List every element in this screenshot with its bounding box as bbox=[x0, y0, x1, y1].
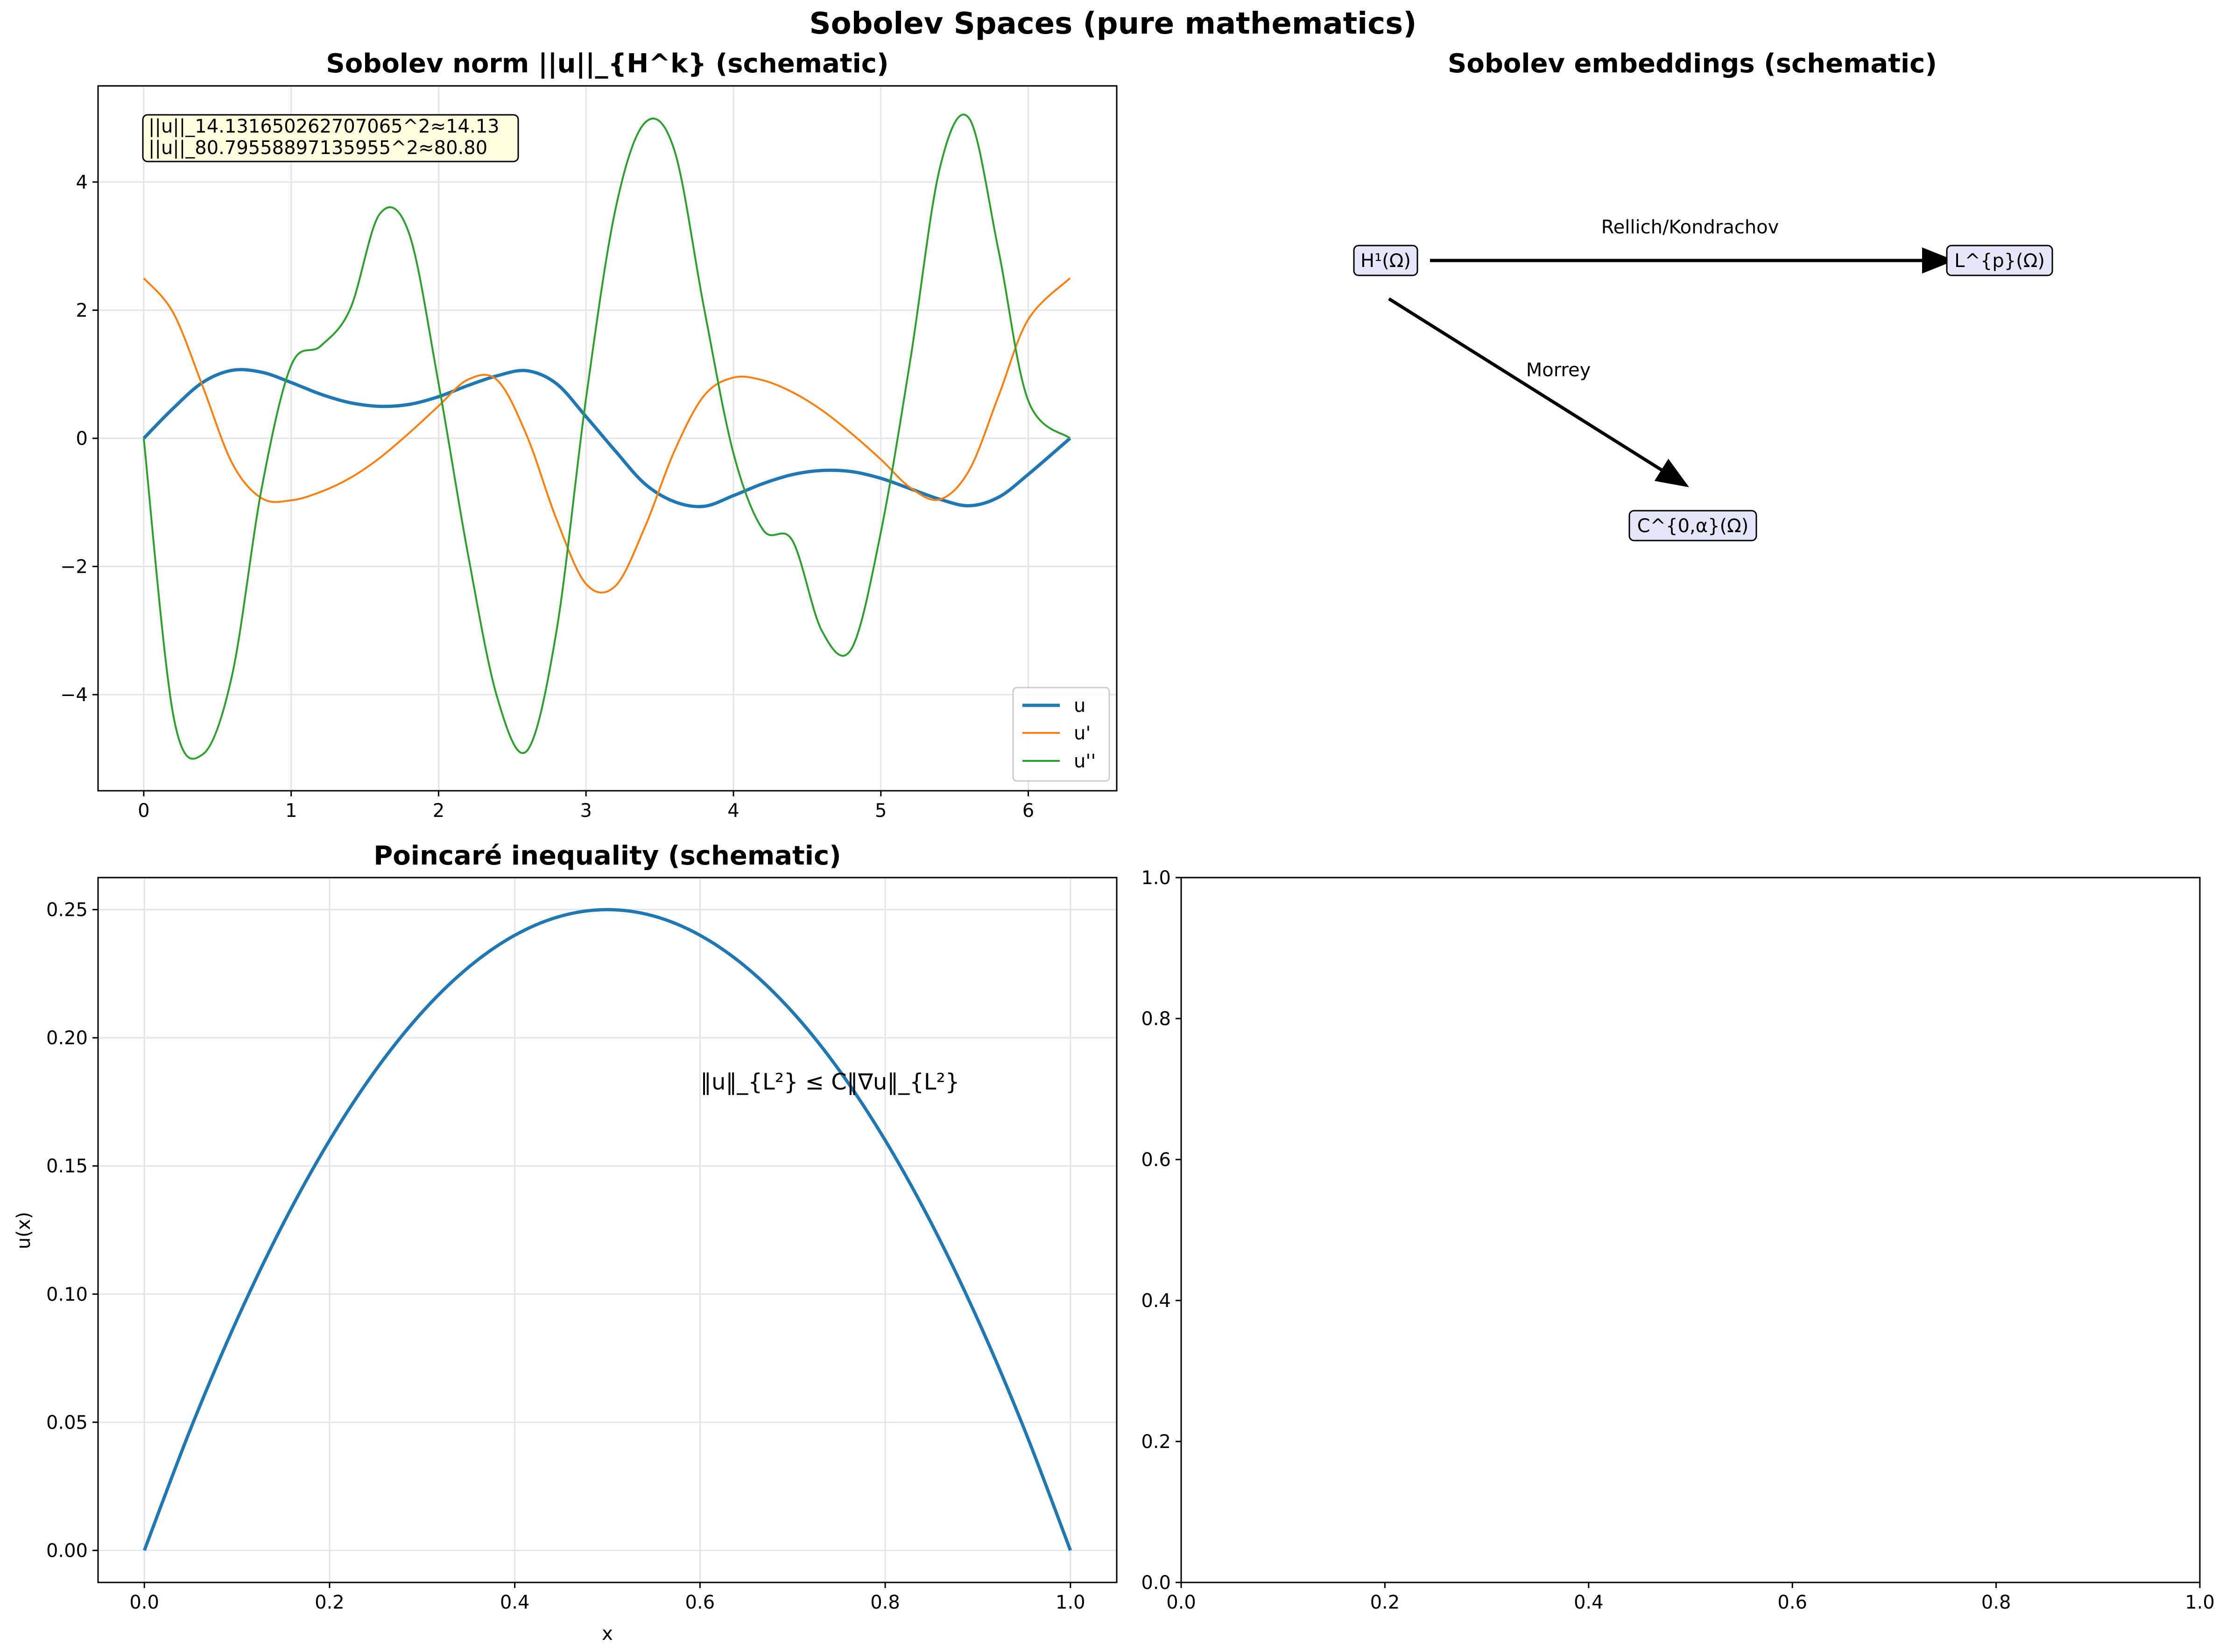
x-tick-label: 0.8 bbox=[1981, 1592, 2011, 1613]
sobolev-norm-panel: Sobolev norm ||u||_{H^k} (schematic) 0 1 2… bbox=[60, 49, 1118, 822]
x-tick-label: 4 bbox=[727, 800, 739, 822]
norm-annotation: ||u||_14.131650262707065^2≈14.13 ||u||_8… bbox=[142, 114, 519, 162]
x-tick-label: 0.6 bbox=[1777, 1592, 1807, 1613]
y-tick-label: 0 bbox=[76, 428, 88, 450]
x-tick-label: 0 bbox=[138, 800, 149, 822]
x-tick-label: 6 bbox=[1022, 800, 1034, 822]
sobolev-norm-title: Sobolev norm ||u||_{H^k} (schematic) bbox=[326, 49, 888, 79]
y-tick-label: 0.4 bbox=[1141, 1290, 1171, 1312]
node-h1-label: H¹(Ω) bbox=[1360, 250, 1411, 272]
empty-panel: 0.0 0.2 0.4 0.6 0.8 1.0 0.0 0.2 0.4 0.6 0.8 1.0 bbox=[1141, 867, 2214, 1613]
node-c0a-box bbox=[1628, 510, 1757, 541]
x-tick-label: 3 bbox=[580, 800, 592, 822]
legend-frame bbox=[1012, 687, 1110, 782]
x-tick-label: 0.4 bbox=[500, 1592, 530, 1613]
sobolev-embeddings-panel: Sobolev embeddings (schematic) Rellich/K… bbox=[1353, 49, 2053, 541]
poincare-ylabel: u(x) bbox=[13, 1212, 35, 1249]
node-c0a-label: C^{0,α}(Ω) bbox=[1637, 515, 1749, 537]
y-tick-label: 0.05 bbox=[46, 1412, 88, 1434]
y-tick-label: 0.20 bbox=[46, 1027, 88, 1049]
norm-annotation-box bbox=[142, 114, 519, 162]
y-tick-label: 0.25 bbox=[46, 900, 88, 921]
legend-ddu-label: u'' bbox=[1074, 751, 1096, 772]
poincare-annotation: ‖u‖_{L²} ≤ C‖∇u‖_{L²} bbox=[700, 1069, 959, 1095]
y-tick-label: −4 bbox=[60, 684, 88, 706]
y-tick-label: 0.15 bbox=[46, 1156, 88, 1177]
poincare-grid bbox=[98, 878, 1117, 1582]
y-tick-label: −2 bbox=[60, 556, 88, 578]
x-tick-label: 0.8 bbox=[870, 1592, 900, 1613]
x-tick-label: 0.2 bbox=[315, 1592, 345, 1613]
sobolev-norm-legend: u u' u'' bbox=[1012, 687, 1110, 782]
x-tick-label: 1 bbox=[285, 800, 297, 822]
empty-axes-frame bbox=[1180, 877, 2201, 1583]
poincare-axes-frame bbox=[97, 877, 1118, 1583]
series-line bbox=[142, 908, 1072, 1551]
x-tick-label: 2 bbox=[433, 800, 444, 822]
x-tick-label: 0.4 bbox=[1574, 1592, 1604, 1613]
legend-du-label: u' bbox=[1074, 723, 1091, 744]
empty-panel-ticks: 0.0 0.2 0.4 0.6 0.8 1.0 0.0 0.2 0.4 0.6 0.8 1.0 bbox=[1141, 867, 2214, 1613]
y-tick-label: 0.8 bbox=[1141, 1008, 1171, 1030]
x-tick-label: 5 bbox=[875, 800, 887, 822]
series-line bbox=[143, 277, 1071, 594]
sobolev-embeddings-title: Sobolev embeddings (schematic) bbox=[1448, 49, 1937, 79]
node-lp-label: L^{p}(Ω) bbox=[1954, 250, 2045, 272]
series-line bbox=[142, 113, 1071, 760]
poincare-xlabel: x bbox=[602, 1623, 613, 1645]
sobolev-norm-grid bbox=[98, 86, 1117, 791]
y-tick-label: 1.0 bbox=[1141, 867, 1171, 889]
y-tick-label: 4 bbox=[76, 172, 88, 193]
node-h1: H¹(Ω) bbox=[1353, 245, 1418, 276]
morrey-label: Morrey bbox=[1526, 359, 1591, 381]
node-lp-box bbox=[1946, 245, 2053, 276]
norm-annotation-line-2: ||u||_80.79558897135955^2≈80.80 bbox=[148, 137, 487, 159]
rellich-kondrachov-label: Rellich/Kondrachov bbox=[1601, 217, 1779, 238]
x-tick-label: 0.0 bbox=[1166, 1592, 1196, 1613]
node-lp: L^{p}(Ω) bbox=[1946, 245, 2053, 276]
figure-title: Sobolev Spaces (pure mathematics) bbox=[810, 7, 1417, 41]
norm-annotation-line-1: ||u||_14.131650262707065^2≈14.13 bbox=[148, 116, 500, 137]
y-tick-label: 0.00 bbox=[46, 1540, 88, 1561]
y-tick-label: 2 bbox=[76, 300, 88, 321]
poincare-lines bbox=[142, 908, 1072, 1551]
poincare-panel: Poincaré inequality (schematic) 0.0 0.2 0.… bbox=[13, 841, 1118, 1645]
x-tick-label: 0.6 bbox=[685, 1592, 715, 1613]
y-tick-label: 0.10 bbox=[46, 1284, 88, 1305]
x-tick-label: 1.0 bbox=[2185, 1592, 2215, 1613]
node-c0a: C^{0,α}(Ω) bbox=[1628, 510, 1757, 541]
sobolev-norm-lines bbox=[142, 113, 1071, 760]
node-h1-box bbox=[1353, 245, 1418, 276]
y-tick-label: 0.0 bbox=[1141, 1572, 1171, 1594]
sobolev-norm-ticks: 0 1 2 3 4 5 6 −4 −2 0 2 4 bbox=[60, 172, 1034, 822]
x-tick-label: 1.0 bbox=[1056, 1592, 1085, 1613]
poincare-ticks: 0.0 0.2 0.4 0.6 0.8 1.0 0.00 0.05 0.10 0.15 0.20 0.… bbox=[46, 900, 1085, 1613]
y-tick-label: 0.2 bbox=[1141, 1431, 1171, 1453]
y-tick-label: 0.6 bbox=[1141, 1149, 1171, 1171]
x-tick-label: 0.2 bbox=[1370, 1592, 1400, 1613]
poincare-title: Poincaré inequality (schematic) bbox=[373, 841, 841, 871]
x-tick-label: 0.0 bbox=[129, 1592, 159, 1613]
legend-u-label: u bbox=[1074, 695, 1085, 717]
morrey-arrow bbox=[1388, 297, 1689, 487]
